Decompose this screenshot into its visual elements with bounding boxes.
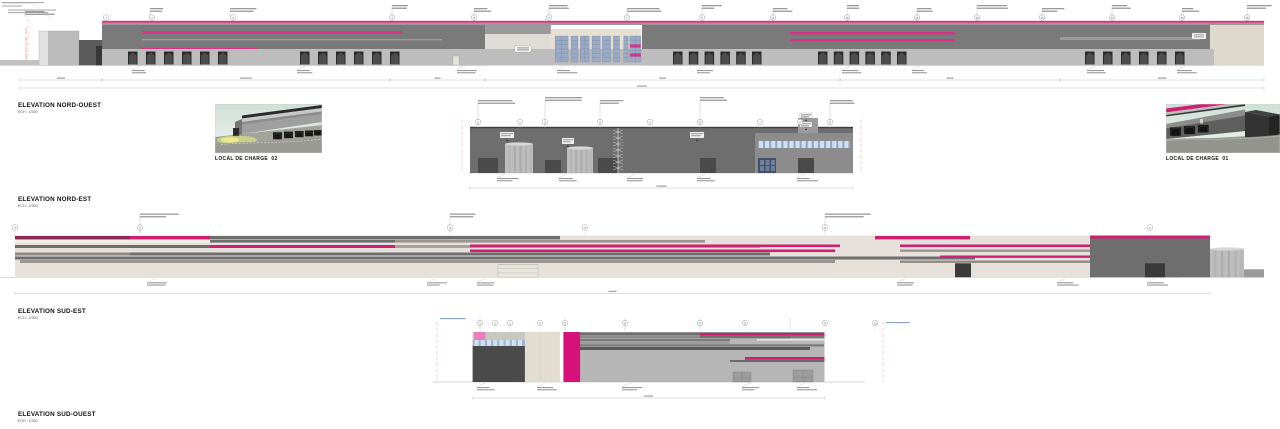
svg-text:10: 10 (845, 16, 849, 20)
svg-text:NIVEAU FINI ACTUEL - 00.00: NIVEAU FINI ACTUEL - 00.00 (24, 27, 28, 62)
svg-text:13: 13 (1040, 16, 1044, 20)
svg-text:16: 16 (1245, 16, 1249, 20)
svg-text:14: 14 (1110, 16, 1114, 20)
svg-text:11: 11 (916, 16, 919, 20)
svg-text:15: 15 (1180, 16, 1184, 20)
svg-text:10: 10 (873, 322, 877, 326)
svg-text:12: 12 (975, 16, 979, 20)
